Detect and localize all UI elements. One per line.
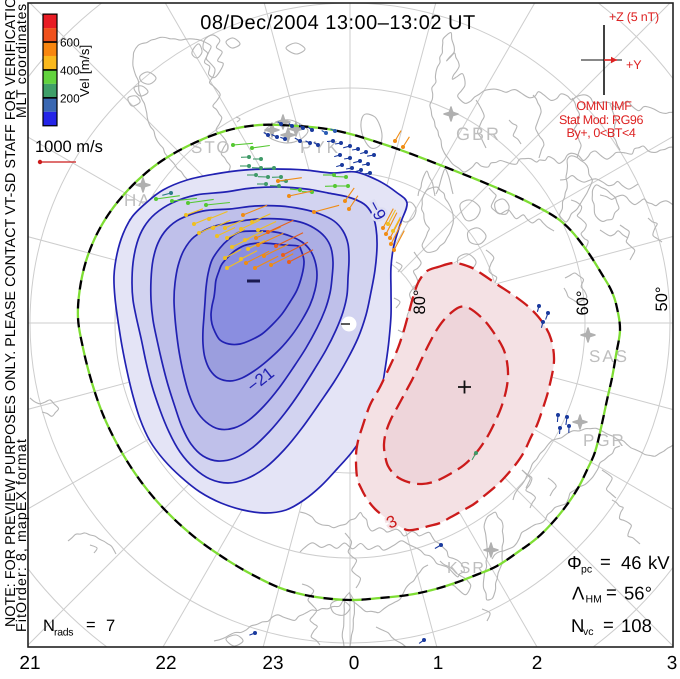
svg-text:+Z (5 nT): +Z (5 nT) [609, 10, 659, 24]
svg-text:60°: 60° [574, 291, 592, 316]
svg-text:21: 21 [19, 653, 40, 674]
svg-text:pc: pc [581, 564, 592, 576]
svg-text:1: 1 [433, 653, 444, 674]
svg-text:Λ: Λ [572, 583, 585, 604]
svg-text:kV: kV [648, 552, 670, 573]
svg-text:By+, 0<BT<4: By+, 0<BT<4 [567, 126, 636, 140]
svg-text:=: = [86, 616, 96, 634]
svg-text:108: 108 [621, 615, 652, 636]
svg-text:7: 7 [106, 617, 115, 635]
svg-text:FitOrder: 8, mapEX format: FitOrder: 8, mapEX format [14, 438, 30, 632]
svg-text:22: 22 [155, 653, 176, 674]
svg-text:Φ: Φ [567, 552, 582, 573]
svg-text:=: = [606, 582, 617, 603]
svg-text:PGR: PGR [583, 431, 626, 450]
svg-text:Vel [m/s]: Vel [m/s] [77, 44, 92, 97]
svg-text:HM: HM [586, 594, 602, 606]
svg-text:50°: 50° [653, 287, 671, 312]
svg-text:vc: vc [583, 626, 594, 638]
svg-text:56°: 56° [624, 583, 652, 604]
svg-text:80°: 80° [411, 290, 429, 315]
svg-text:3: 3 [667, 653, 678, 674]
svg-text:+Y: +Y [626, 58, 642, 72]
svg-text:1000 m/s: 1000 m/s [35, 138, 103, 156]
svg-text:MLT coordinates: MLT coordinates [13, 3, 29, 118]
svg-text:GBR: GBR [456, 124, 501, 144]
svg-text:0: 0 [349, 653, 360, 674]
svg-text:46: 46 [621, 552, 642, 573]
svg-text:OMNI IMF: OMNI IMF [576, 99, 632, 113]
svg-text:=: = [600, 551, 611, 572]
svg-text:Stat Mod: RG96: Stat Mod: RG96 [559, 113, 643, 127]
svg-text:rads: rads [54, 627, 73, 639]
svg-text:=: = [603, 614, 614, 635]
svg-text:2: 2 [532, 653, 543, 674]
svg-text:08/Dec/2004 13:00–13:02 UT: 08/Dec/2004 13:00–13:02 UT [200, 12, 475, 34]
svg-text:23: 23 [262, 653, 283, 674]
svg-text:SAS: SAS [589, 347, 629, 366]
